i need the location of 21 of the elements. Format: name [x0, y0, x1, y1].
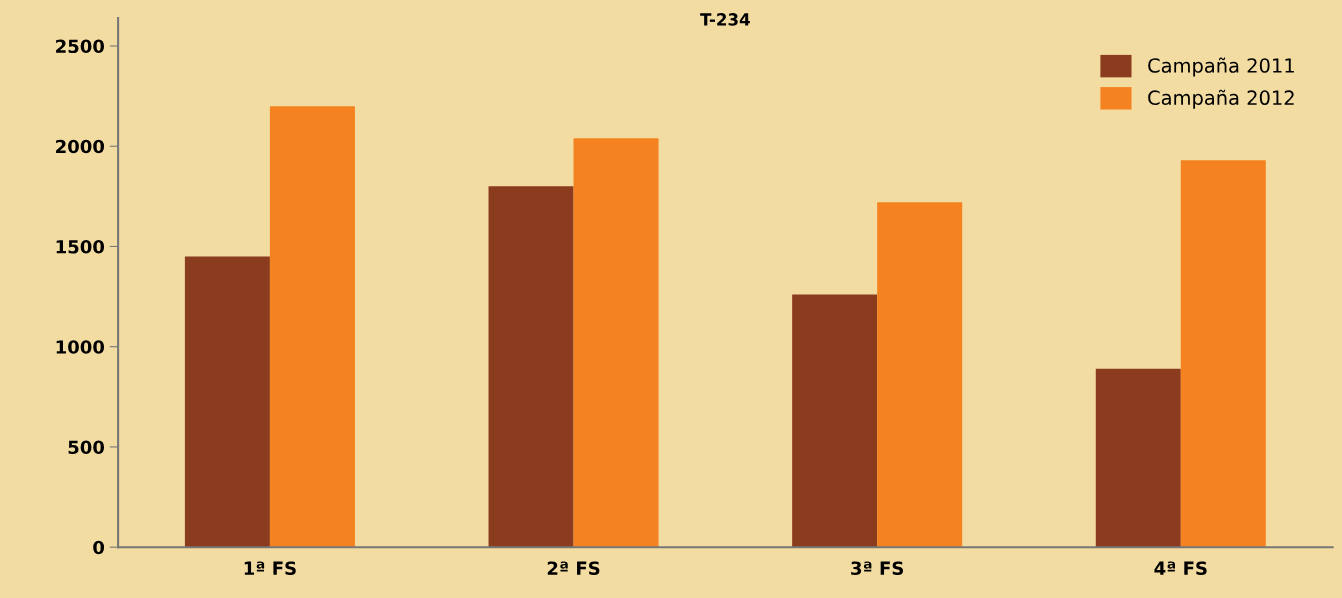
- bar: [573, 138, 659, 548]
- x-tick-label: 2ª FS: [547, 561, 600, 576]
- legend-label: Campaña 2011: [1148, 57, 1294, 77]
- bar: [184, 256, 270, 548]
- chart-title: T-234: [700, 13, 750, 26]
- bar: [877, 202, 963, 548]
- y-tick-label: 2000: [56, 139, 105, 154]
- legend-label: Campaña 2012: [1148, 89, 1294, 109]
- x-tick-label: 4ª FS: [1154, 561, 1207, 576]
- y-tick-label: 500: [68, 440, 105, 455]
- bar: [269, 106, 355, 548]
- bar: [488, 186, 574, 548]
- bar: [792, 294, 878, 548]
- y-tick-label: 2500: [56, 39, 105, 54]
- bar: [1180, 160, 1266, 548]
- x-tick-label: 3ª FS: [851, 561, 904, 576]
- x-tick-label: 1ª FS: [244, 561, 296, 576]
- y-tick-label: 1500: [56, 239, 105, 254]
- y-tick-label: 1000: [56, 340, 105, 354]
- y-tick-label: 0: [93, 540, 105, 555]
- bar: [1095, 368, 1181, 548]
